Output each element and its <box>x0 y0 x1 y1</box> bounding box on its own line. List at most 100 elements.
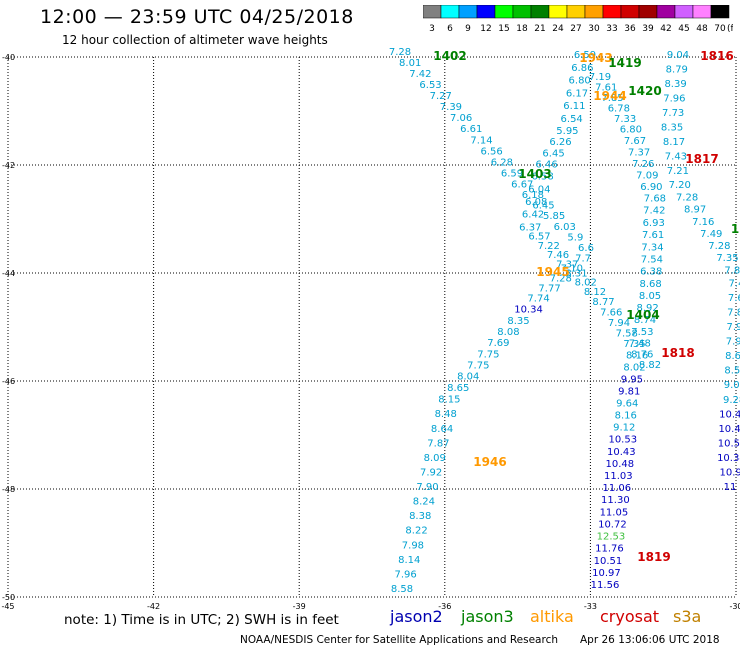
pass-time-label: 1944 <box>593 89 626 103</box>
wave-height-value: 7.39 <box>440 102 462 113</box>
wave-height-value: 6.80 <box>569 76 591 87</box>
wave-height-value: 7.73 <box>662 108 684 119</box>
wave-height-value: 7.48 <box>629 339 651 350</box>
wave-height-value: 6.46 <box>536 159 558 170</box>
wave-height-value: 7.27 <box>430 91 452 102</box>
wave-height-value: 9.12 <box>613 423 635 434</box>
wave-height-value: 6.59 <box>574 50 596 61</box>
wave-height-value: 6.56 <box>481 146 503 157</box>
track-b: 6.596.866.806.176.116.545.956.266.456.46… <box>519 50 661 371</box>
wave-height-value: 6.04 <box>528 184 550 195</box>
wave-height-value: 10.97 <box>592 568 621 579</box>
wave-height-value: 6.28 <box>491 157 513 168</box>
wave-height-value: 8.12 <box>584 287 606 298</box>
wave-height-value: 6.54 <box>561 114 583 125</box>
pass-time-label: 1945 <box>536 265 569 279</box>
wave-height-value: 11 <box>724 482 737 493</box>
wave-height-value: 8.74 <box>634 315 656 326</box>
pass-time-label: 1817 <box>685 152 718 166</box>
wave-height-value: 7.7 <box>575 253 591 264</box>
wave-height-value: 10.54 <box>718 438 740 449</box>
wave-height-value: 6.93 <box>643 218 665 229</box>
wave-height-value: 8.01 <box>399 58 421 69</box>
wave-height-value: 8.97 <box>684 205 706 216</box>
wave-height-value: 7.28 <box>550 273 572 284</box>
map-gridlines <box>7 56 737 598</box>
wave-height-value: 6.67 <box>511 179 533 190</box>
wave-height-value: 7.61 <box>595 82 617 93</box>
colorbar-tick-label: 42 <box>660 24 671 34</box>
wave-height-value: 6.59 <box>501 168 523 179</box>
wave-height-value: 7.37 <box>556 259 578 270</box>
wave-height-value: 10.72 <box>598 519 627 530</box>
wave-height-value: 7.16 <box>692 217 714 228</box>
page-title: 12:00 — 23:59 UTC 04/25/2018 <box>40 6 354 28</box>
wave-height-value: 8.02 <box>623 363 645 374</box>
wave-height-value: 5.9 <box>567 232 583 243</box>
generation-timestamp: Apr 26 13:06:06 UTC 2018 <box>580 634 720 646</box>
page-subtitle: 12 hour collection of altimeter wave hei… <box>62 33 328 47</box>
wave-height-value: 8.09 <box>424 453 446 464</box>
wave-height-value: 6.90 <box>640 182 662 193</box>
footnote: note: 1) Time is in UTC; 2) SWH is in fe… <box>64 612 339 628</box>
wave-height-value: 10.45 <box>718 424 740 435</box>
track-d: 9.04 8.79 8.39 7.96 7.73 8.35 8.17 7.43 7.21 7.20… <box>661 50 740 493</box>
pass-time-label: 1402 <box>433 49 466 63</box>
wave-height-value: 8.14 <box>398 555 420 566</box>
wave-height-value: 7.21 <box>667 166 689 177</box>
wave-height-value: 8.39 <box>664 79 686 90</box>
wave-height-value: 8.77 <box>592 297 614 308</box>
lon-tick-label: -42 <box>147 602 160 611</box>
pass-time-label: 1420 <box>628 84 661 98</box>
wave-height-value: 5.85 <box>543 211 565 222</box>
colorbar-tick-label: 18 <box>516 24 528 34</box>
lat-tick-label: -44 <box>2 269 15 278</box>
wave-height-value: 7.87 <box>427 438 449 449</box>
colorbar-tick-label: 39 <box>642 24 654 34</box>
wave-height-value: 8.04 <box>457 372 479 383</box>
wave-height-value: 11.06 <box>603 483 632 494</box>
wave-height-value: 7.06 <box>450 113 472 124</box>
wave-height-value: 7.28 <box>676 193 698 204</box>
pass-time-label: 1 <box>731 222 739 236</box>
credit-line: NOAA/NESDIS Center for Satellite Applica… <box>240 634 558 646</box>
wave-height-value: 8.79 <box>666 65 688 76</box>
wave-height-value: 7.94 <box>608 318 630 329</box>
track-c: 7.197.617.856.787.336.807.677.377.267.09… <box>589 72 666 591</box>
wave-height-value: 8.24 <box>413 497 435 508</box>
wave-height-value: 8.16 <box>626 351 648 362</box>
wave-height-value: 6.58 <box>531 172 553 183</box>
wave-height-value: 6.42 <box>522 210 544 221</box>
wave-height-value: 8.68 <box>640 279 662 290</box>
wave-height-value: 7.34 <box>641 242 663 253</box>
wave-height-value: 7.43 <box>729 278 740 289</box>
wave-height-value: 8.38 <box>409 511 431 522</box>
lat-tick-label: -40 <box>2 53 15 62</box>
wave-height-value: 7.35 <box>716 253 738 264</box>
wave-height-value: 7.66 <box>600 307 622 318</box>
colorbar-tick-label: 30 <box>588 24 600 34</box>
lat-tick-label: -42 <box>2 161 15 170</box>
lat-tick-label: -46 <box>2 377 15 386</box>
colorbar-tick-label: 36 <box>624 24 636 34</box>
pass-time-label: 1943 <box>579 51 612 65</box>
wave-height-value: 10.48 <box>605 459 634 470</box>
lon-tick-label: -45 <box>1 602 14 611</box>
wave-height-value: 7.97 <box>726 337 740 348</box>
wave-height-value: 7.67 <box>624 136 646 147</box>
wave-height-value: 7.10 <box>561 263 583 274</box>
wave-height-value: 11.76 <box>595 544 624 555</box>
colorbar-tick-label: 48 <box>696 24 708 34</box>
wave-height-value: 8.92 <box>636 303 658 314</box>
wave-height-value: 10.9 <box>720 467 740 478</box>
legend-jason3: jason3 <box>461 607 514 626</box>
colorbar-tick-label: 6 <box>447 24 453 34</box>
wave-height-value: 5.95 <box>556 126 578 137</box>
wave-height-value: 8.31 <box>565 269 587 280</box>
wave-height-value: 7.74 <box>527 294 549 305</box>
wave-height-value: 7.94 <box>726 322 740 333</box>
wave-height-value: 7.28 <box>708 241 730 252</box>
wave-height-value: 8.35 <box>507 316 529 327</box>
colorbar-unit-label: (ft) <box>727 24 733 34</box>
